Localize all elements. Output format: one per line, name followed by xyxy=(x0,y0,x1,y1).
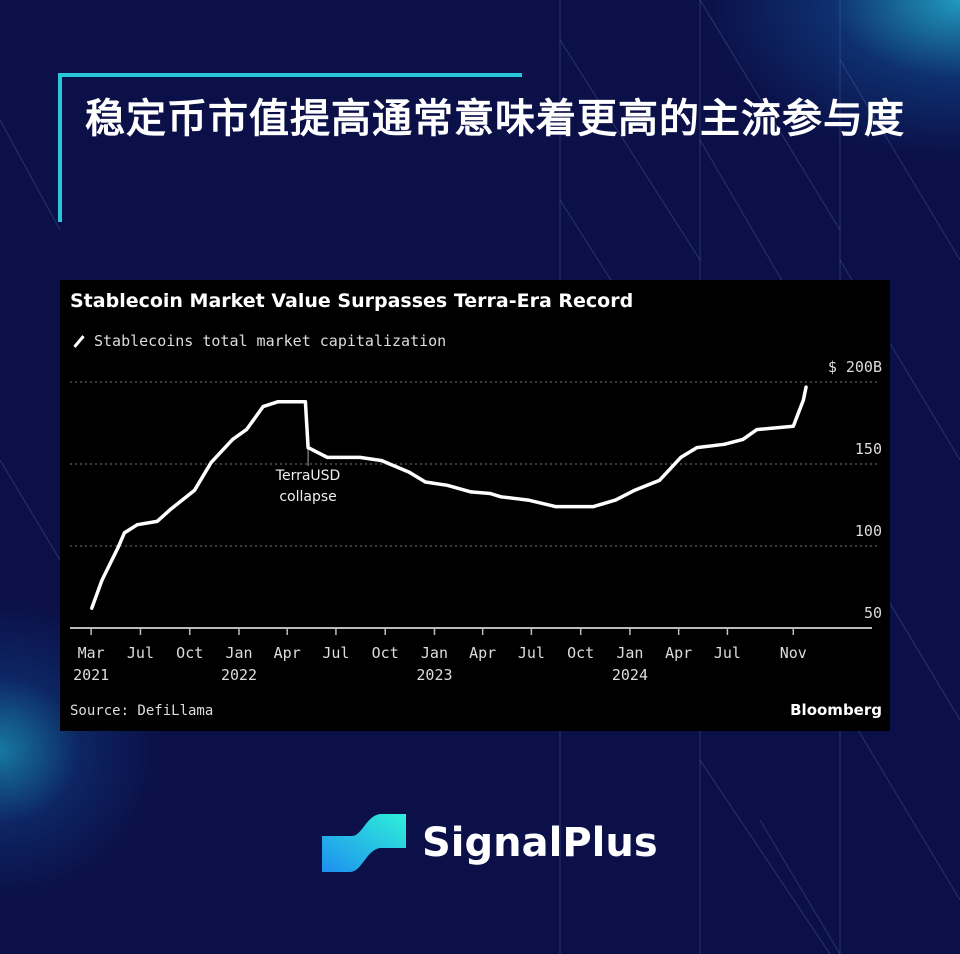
data-point xyxy=(380,459,384,463)
plot-area: 50 100 150 $ 200B Mar 2021 Jul Oct Jan 2022 Apr Jul… xyxy=(70,358,882,684)
x-tick-label: Jan xyxy=(421,644,448,662)
data-point xyxy=(261,405,265,409)
data-point xyxy=(445,483,449,487)
data-point xyxy=(168,508,172,512)
data-point xyxy=(469,490,473,494)
x-tick-label: Jul xyxy=(714,644,741,662)
y-tick-label: $ 200B xyxy=(828,358,882,376)
y-tick-label: 50 xyxy=(864,604,882,622)
x-tick-label: Oct xyxy=(567,644,594,662)
data-point xyxy=(155,519,159,523)
x-tick-label: Apr xyxy=(274,644,301,662)
data-point xyxy=(358,455,362,460)
data-point xyxy=(679,455,683,460)
data-point xyxy=(209,460,213,464)
data-point xyxy=(325,455,329,460)
data-point xyxy=(499,495,503,499)
x-tick-label: Jul xyxy=(127,644,154,662)
page-title: 稳定币市值提高通常意味着更高的主流参与度 xyxy=(85,96,905,142)
annotation-label: collapse xyxy=(279,489,336,505)
x-tick-label: Jul xyxy=(322,644,349,662)
data-point xyxy=(122,531,126,535)
signalplus-logo-icon xyxy=(322,814,406,872)
data-point xyxy=(553,505,558,509)
chart-panel: Stablecoin Market Value Surpasses Terra-… xyxy=(60,280,890,731)
header-frame xyxy=(58,73,522,222)
data-point xyxy=(526,498,530,502)
data-point xyxy=(657,478,661,482)
x-tick-label: Oct xyxy=(176,644,203,662)
data-point xyxy=(801,398,806,402)
x-tick-label: Jan xyxy=(616,644,643,662)
data-point xyxy=(135,523,139,527)
signalplus-logo: SignalPlus xyxy=(322,812,658,874)
data-point xyxy=(192,488,197,492)
data-point xyxy=(90,606,94,610)
data-point xyxy=(741,437,745,441)
data-point xyxy=(633,488,637,492)
y-tick-label: 100 xyxy=(855,522,882,540)
background-glow xyxy=(700,0,960,160)
data-point xyxy=(116,546,120,550)
data-point xyxy=(407,470,411,474)
data-point xyxy=(613,498,618,502)
data-point xyxy=(230,437,235,441)
x-tick-year: 2022 xyxy=(221,666,257,684)
data-point xyxy=(804,385,808,389)
source-note: Source: DefiLlama xyxy=(70,703,214,719)
bloomberg-credit: Bloomberg xyxy=(790,701,882,719)
x-tick-label: Jan xyxy=(225,644,252,662)
data-point xyxy=(306,446,310,450)
x-tick-label: Nov xyxy=(780,644,807,662)
legend-label: Stablecoins total market capitalization xyxy=(94,332,447,350)
chart-title: Stablecoin Market Value Surpasses Terra-… xyxy=(70,290,634,312)
data-point xyxy=(591,505,596,509)
brand-name: SignalPlus xyxy=(422,820,658,866)
x-tick-label: Mar xyxy=(78,644,105,662)
data-point xyxy=(423,480,427,484)
data-point xyxy=(303,400,308,404)
x-tick-year: 2024 xyxy=(612,666,648,684)
x-tick-year: 2023 xyxy=(416,666,452,684)
series-line xyxy=(90,386,808,609)
data-point xyxy=(276,400,280,404)
x-tick-label: Apr xyxy=(469,644,496,662)
annotation-label: TerraUSD xyxy=(275,468,341,484)
x-tick-label: Jul xyxy=(518,644,545,662)
x-tick-label: Oct xyxy=(372,644,399,662)
data-point xyxy=(722,442,726,446)
x-tick-year: 2021 xyxy=(73,666,109,684)
data-point xyxy=(755,427,759,432)
legend: Stablecoins total market capitalization xyxy=(72,332,446,350)
data-point xyxy=(100,578,104,583)
data-point xyxy=(695,446,699,450)
data-point xyxy=(791,424,795,428)
y-tick-label: 150 xyxy=(855,440,882,458)
x-tick-label: Apr xyxy=(665,644,692,662)
data-point xyxy=(244,427,249,432)
data-point xyxy=(488,491,492,496)
